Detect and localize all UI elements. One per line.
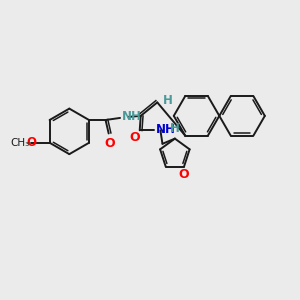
Text: H: H xyxy=(163,94,172,107)
Text: H: H xyxy=(170,122,180,135)
Text: NH: NH xyxy=(122,110,142,123)
Text: O: O xyxy=(129,131,140,144)
Text: CH₃: CH₃ xyxy=(11,138,30,148)
Text: O: O xyxy=(26,136,36,149)
Text: O: O xyxy=(104,136,115,150)
Text: O: O xyxy=(179,168,189,181)
Text: NH: NH xyxy=(156,123,176,136)
